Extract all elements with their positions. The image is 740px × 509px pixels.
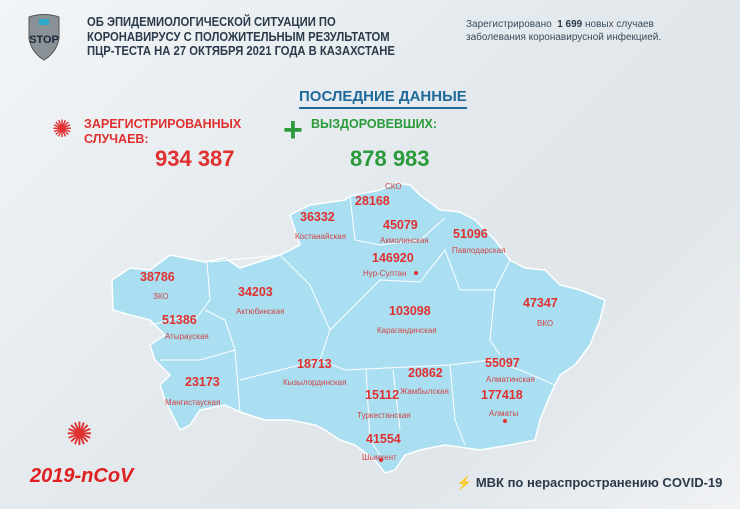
region-label: Нур-Султан (363, 269, 407, 278)
region-value: 47347 (523, 296, 558, 310)
region-value: 51096 (453, 227, 488, 241)
recovered-label: ВЫЗДОРОВЕВШИХ: (311, 117, 438, 131)
region-label: Туркестанская (357, 411, 411, 420)
region-label: Павлодарская (452, 246, 506, 255)
stop-logo: STOP (26, 13, 62, 61)
region-value: 146920 (372, 251, 414, 265)
region-value: 45079 (383, 218, 418, 232)
registered-value: 934 387 (155, 146, 235, 171)
recovered-value: 878 983 (350, 146, 430, 171)
mvk-label: ⚡ МВК по нераспространению COVID-19 (456, 475, 723, 490)
region-label: Актюбинская (236, 307, 285, 316)
news-line2: заболевания коронавирусной инфекцией. (466, 32, 662, 43)
svg-text:STOP: STOP (29, 34, 59, 46)
region-value: 38786 (140, 270, 175, 284)
title-line: КОРОНАВИРУСУ С ПОЛОЖИТЕЛЬНЫМ РЕЗУЛЬТАТОМ (87, 29, 390, 44)
region-label: Алматы (489, 409, 519, 418)
news-suffix: новых случаев (585, 19, 654, 30)
virus-graphic-icon: ✺ (66, 416, 93, 452)
region-value: 103098 (389, 304, 431, 318)
region-label: Костанайская (295, 232, 346, 241)
region-label: Кызылординская (283, 378, 347, 387)
region-label: Атырауская (165, 332, 209, 341)
news-prefix: Зарегистрировано (466, 19, 552, 30)
registered-label: ЗАРЕГИСТРИРОВАННЫХ СЛУЧАЕВ: (84, 117, 242, 146)
region-value: 20862 (408, 366, 443, 380)
region-label: ЗКО (153, 292, 169, 301)
region-value: 55097 (485, 356, 520, 370)
ncov-label: 2019-nCoV (30, 465, 134, 487)
latest-data-heading: ПОСЛЕДНИЕ ДАННЫЕ (299, 88, 467, 109)
region-value: 41554 (366, 432, 401, 446)
virus-icon: ✺ (52, 116, 73, 143)
new-cases-note: Зарегистрировано 1 699 новых случаев заб… (466, 18, 661, 44)
region-label: ВКО (537, 319, 554, 328)
region-label: Алматинская (486, 375, 535, 384)
plus-icon: + (283, 111, 303, 149)
region-borders (149, 195, 556, 456)
region-value: 34203 (238, 285, 273, 299)
region-value: 23173 (185, 375, 220, 389)
shymkent-marker (379, 458, 383, 462)
region-value: 51386 (162, 313, 197, 327)
almaty-marker (503, 419, 507, 423)
region-label: Карагандинская (377, 326, 437, 335)
region-value: 36332 (300, 210, 335, 224)
page-title: ОБ ЭПИДЕМИОЛОГИЧЕСКОЙ СИТУАЦИИ ПО КОРОНА… (87, 15, 395, 59)
lightning-icon: ⚡ (456, 475, 473, 490)
region-label: Шымкент (362, 453, 397, 462)
region-value: 177418 (481, 388, 523, 402)
region-value: 15112 (365, 388, 400, 402)
region-label: СКО (385, 182, 402, 191)
nur-sultan-marker (414, 271, 418, 275)
title-line: ОБ ЭПИДЕМИОЛОГИЧЕСКОЙ СИТУАЦИИ ПО (87, 15, 336, 29)
region-value: 18713 (297, 357, 332, 371)
map-shape (111, 182, 606, 474)
title-line: ПЦР-ТЕСТА НА 27 ОКТЯБРЯ 2021 ГОДА В КАЗА… (87, 44, 395, 58)
region-label: Мангистауская (165, 398, 221, 407)
new-cases-count: 1 699 (557, 19, 583, 30)
region-label: Акмолинская (380, 236, 429, 245)
region-label: Жамбылская (400, 387, 449, 396)
region-value: 28168 (355, 194, 390, 208)
